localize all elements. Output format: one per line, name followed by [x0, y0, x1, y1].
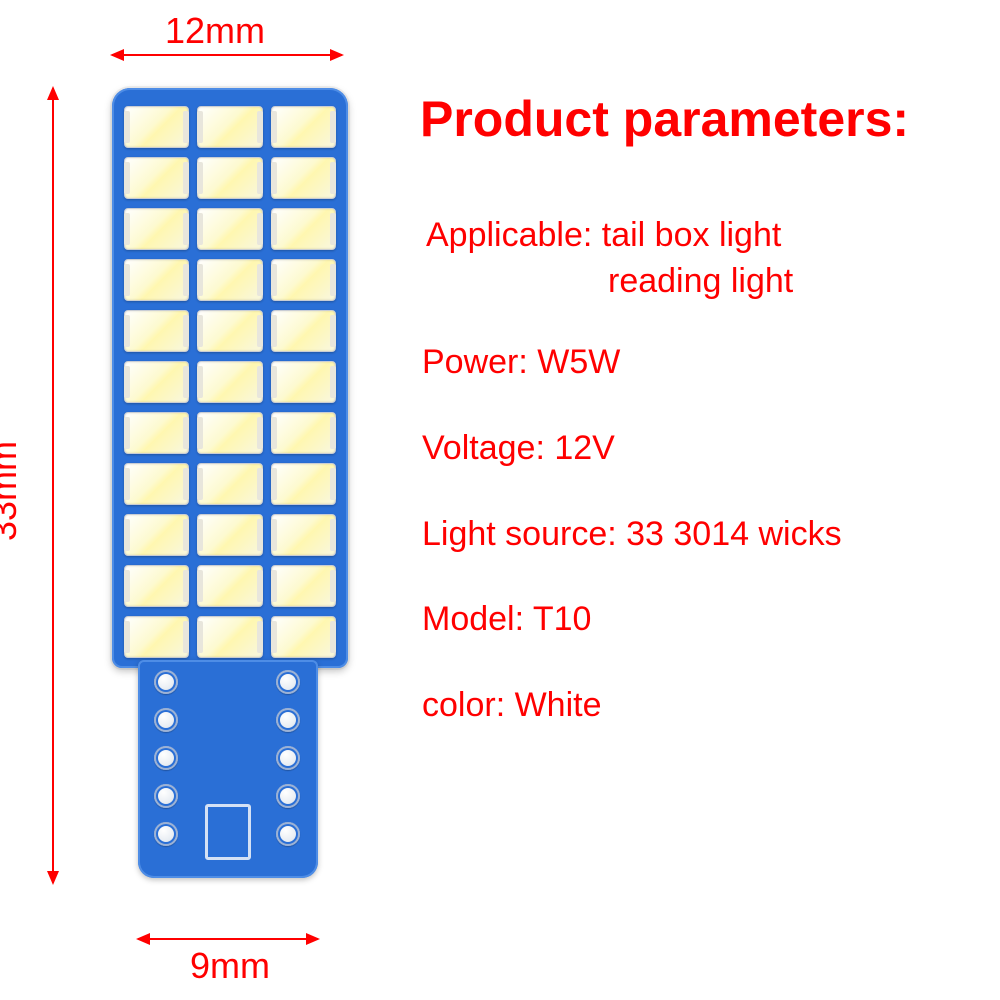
param-color: color: White [420, 688, 980, 724]
contact-hole [154, 746, 178, 770]
smd-led [197, 157, 262, 199]
smd-led [197, 310, 262, 352]
dimension-label-width-bottom: 9mm [190, 945, 270, 987]
contact-hole [276, 708, 300, 732]
smd-led [271, 565, 336, 607]
contact-holes-left [154, 670, 180, 846]
param-applicable-line1: Applicable: tail box light [420, 218, 980, 254]
contact-hole [276, 784, 300, 808]
smd-led [271, 616, 336, 658]
dimension-arrow-top [112, 54, 342, 56]
param-light-source: Light source: 33 3014 wicks [420, 517, 980, 553]
contact-hole [154, 708, 178, 732]
smd-led [197, 463, 262, 505]
param-voltage: Voltage: 12V [420, 431, 980, 467]
smd-led [124, 259, 189, 301]
smd-led [197, 106, 262, 148]
smd-led [271, 259, 336, 301]
smd-led [124, 412, 189, 454]
center-contact-pad [205, 804, 251, 860]
led-grid [124, 106, 336, 658]
dimension-label-width-top: 12mm [165, 10, 265, 52]
dimension-label-height-left: 33mm [0, 441, 25, 541]
param-power: Power: W5W [420, 345, 980, 381]
smd-led [197, 565, 262, 607]
smd-led [124, 616, 189, 658]
contact-hole [154, 784, 178, 808]
product-parameters-block: Product parameters: Applicable: tail box… [420, 90, 980, 724]
dimension-arrow-left [52, 88, 54, 883]
param-applicable-line2: reading light [420, 264, 980, 300]
product-infographic: 12mm 33mm 9mm Product parameters: Applic… [0, 0, 1000, 1000]
smd-led [271, 412, 336, 454]
contact-hole [276, 822, 300, 846]
smd-led [124, 565, 189, 607]
param-model: Model: T10 [420, 602, 980, 638]
smd-led [271, 157, 336, 199]
contact-holes-right [276, 670, 302, 846]
t10-base-tab [138, 660, 318, 878]
smd-led [124, 514, 189, 556]
product-parameters-title: Product parameters: [420, 90, 980, 148]
smd-led [124, 463, 189, 505]
contact-hole [276, 670, 300, 694]
contact-hole [154, 670, 178, 694]
smd-led [271, 106, 336, 148]
smd-led [197, 616, 262, 658]
smd-led [124, 106, 189, 148]
smd-led [197, 514, 262, 556]
smd-led [271, 361, 336, 403]
smd-led [197, 412, 262, 454]
smd-led [271, 514, 336, 556]
smd-led [124, 208, 189, 250]
smd-led [271, 310, 336, 352]
smd-led [124, 361, 189, 403]
smd-led [197, 208, 262, 250]
smd-led [124, 310, 189, 352]
led-pcb-board [112, 88, 348, 668]
contact-hole [276, 746, 300, 770]
contact-hole [154, 822, 178, 846]
smd-led [197, 361, 262, 403]
smd-led [271, 208, 336, 250]
smd-led [124, 157, 189, 199]
dimension-arrow-bottom [138, 938, 318, 940]
smd-led [271, 463, 336, 505]
smd-led [197, 259, 262, 301]
